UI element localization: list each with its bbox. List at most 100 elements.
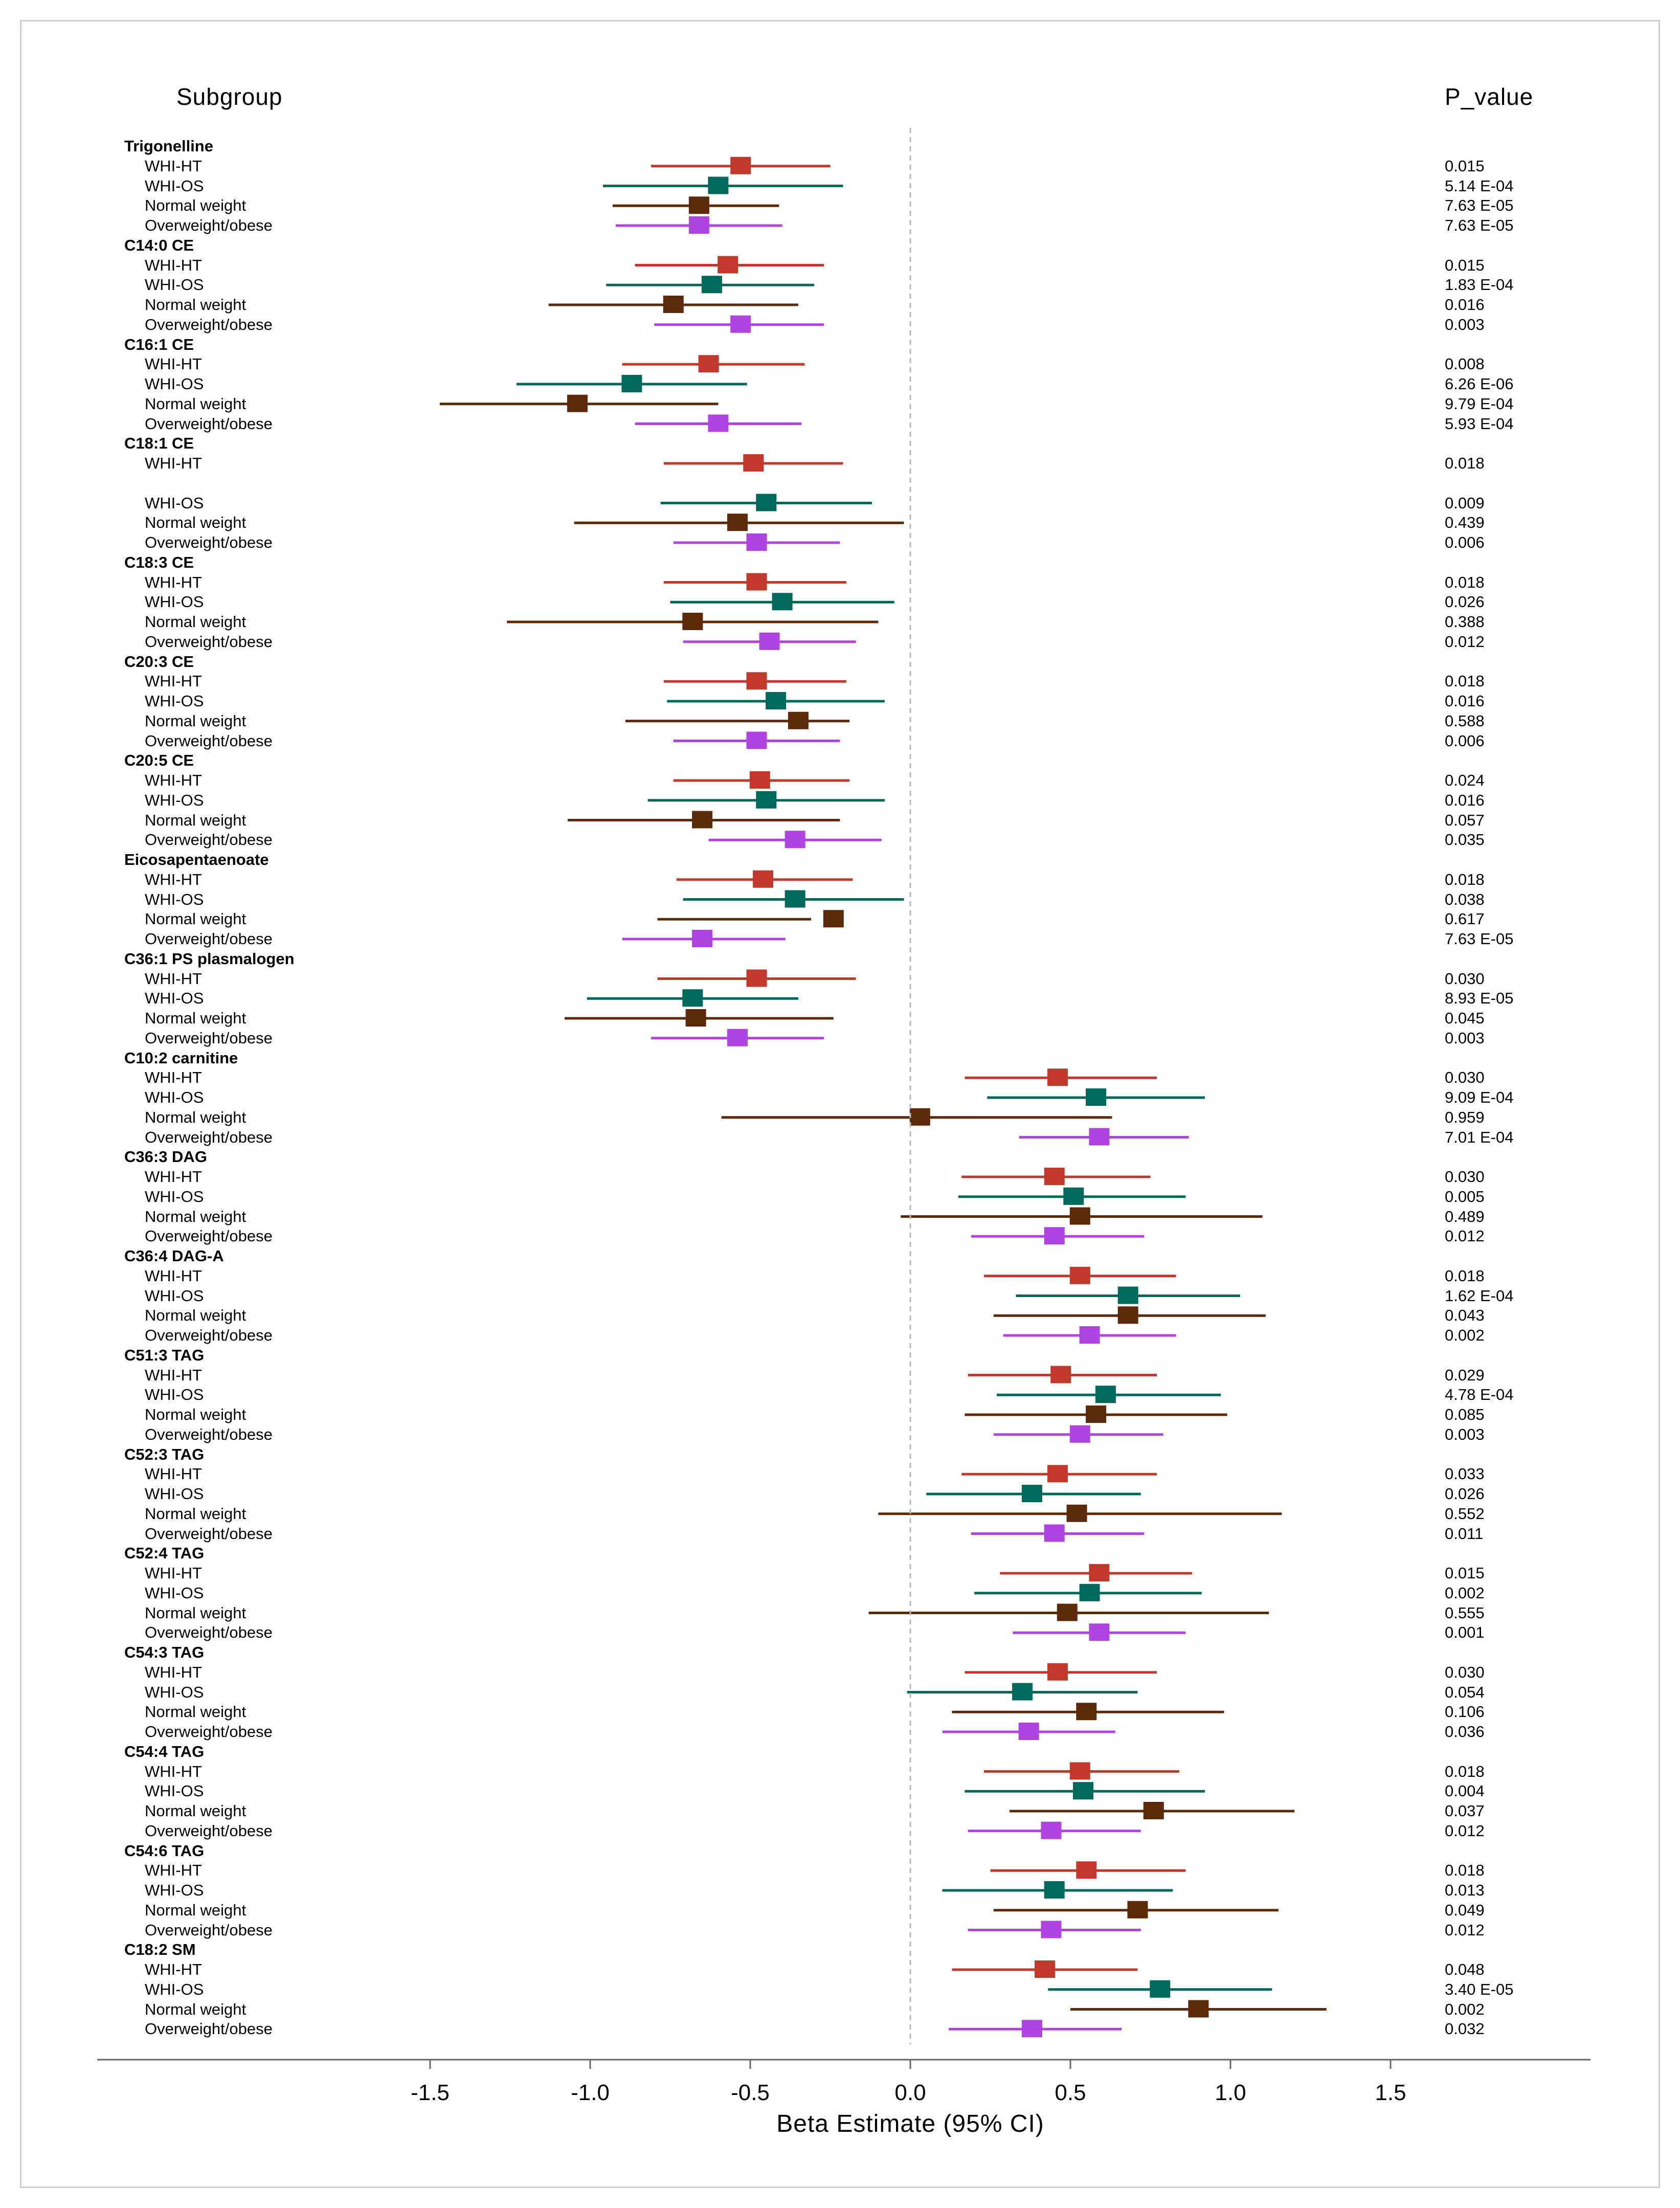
estimate-marker xyxy=(749,771,770,789)
subgroup-label: Overweight/obese xyxy=(145,315,273,333)
group-label: C36:1 PS plasmalogen xyxy=(124,949,295,968)
estimate-marker xyxy=(692,811,713,829)
subgroup-label: WHI-HT xyxy=(145,969,202,988)
subgroup-label: WHI-OS xyxy=(145,1187,204,1206)
estimate-marker xyxy=(688,196,709,214)
estimate-marker xyxy=(785,831,805,849)
estimate-marker xyxy=(1089,1128,1110,1146)
p-value: 0.015 xyxy=(1445,1564,1485,1582)
estimate-marker xyxy=(685,1009,706,1027)
p-value: 0.439 xyxy=(1445,514,1485,532)
p-value: 0.008 xyxy=(1445,355,1485,373)
estimate-marker xyxy=(759,632,780,650)
estimate-marker xyxy=(1050,1366,1071,1384)
p-value: 0.012 xyxy=(1445,1821,1485,1840)
p-value: 0.035 xyxy=(1445,831,1485,849)
estimate-marker xyxy=(1044,1881,1065,1899)
subgroup-label: Normal weight xyxy=(145,1406,247,1423)
p-value: 5.14 E-04 xyxy=(1445,176,1514,195)
subgroup-label: Overweight/obese xyxy=(145,1524,273,1543)
estimate-marker xyxy=(1188,2000,1209,2018)
subgroup-label: WHI-HT xyxy=(145,355,202,373)
subgroup-label: WHI-HT xyxy=(145,1663,202,1681)
group-label: C54:6 TAG xyxy=(124,1841,205,1860)
p-value: 0.036 xyxy=(1445,1723,1485,1741)
subgroup-label: Normal weight xyxy=(145,1901,247,1919)
estimate-marker xyxy=(682,989,703,1007)
subgroup-label: Normal weight xyxy=(145,1009,247,1027)
estimate-marker xyxy=(1095,1386,1116,1403)
group-label: Eicosapentaenoate xyxy=(124,851,269,868)
subgroup-label: WHI-OS xyxy=(145,1386,204,1404)
group-label: C20:3 CE xyxy=(124,652,194,671)
estimate-marker xyxy=(682,613,703,630)
p-value: 0.043 xyxy=(1445,1306,1485,1325)
p-value: 0.016 xyxy=(1445,296,1485,314)
subgroup-label: WHI-HT xyxy=(145,1960,202,1978)
subgroup-label: Overweight/obese xyxy=(145,831,273,849)
p-value: 1.83 E-04 xyxy=(1445,276,1514,294)
subgroup-label: WHI-HT xyxy=(145,1861,202,1880)
estimate-marker xyxy=(730,315,751,333)
estimate-marker xyxy=(1057,1603,1078,1621)
estimate-marker xyxy=(1021,2020,1042,2038)
p-value: 0.552 xyxy=(1445,1504,1485,1523)
estimate-marker xyxy=(1127,1901,1148,1919)
estimate-marker xyxy=(1086,1406,1107,1423)
estimate-marker xyxy=(1117,1306,1138,1324)
subgroup-label: Overweight/obese xyxy=(145,1029,273,1047)
p-value: 0.489 xyxy=(1445,1207,1485,1225)
group-label: C18:2 SM xyxy=(124,1941,196,1959)
subgroup-label: WHI-OS xyxy=(145,375,204,393)
p-value: 3.40 E-05 xyxy=(1445,1980,1514,1998)
p-value: 0.016 xyxy=(1445,692,1485,710)
x-tick-label: -1.5 xyxy=(411,2080,450,2105)
subgroup-label: WHI-HT xyxy=(145,256,202,274)
estimate-marker xyxy=(1079,1326,1100,1344)
estimate-marker xyxy=(1044,1168,1065,1185)
p-value: 0.617 xyxy=(1445,910,1485,928)
group-label: C18:1 CE xyxy=(124,434,194,453)
estimate-marker xyxy=(1041,1921,1062,1938)
subgroup-label: WHI-OS xyxy=(145,989,204,1008)
estimate-marker xyxy=(727,514,748,531)
estimate-marker xyxy=(1041,1821,1062,1839)
subgroup-label: WHI-OS xyxy=(145,692,204,710)
subgroup-label: Overweight/obese xyxy=(145,930,273,948)
p-value: 0.001 xyxy=(1445,1623,1485,1642)
p-value: 7.63 E-05 xyxy=(1445,216,1514,234)
estimate-marker xyxy=(708,414,729,432)
estimate-marker xyxy=(1069,1425,1090,1443)
x-tick-label: 0.5 xyxy=(1055,2080,1086,2105)
subgroup-label: Normal weight xyxy=(145,196,247,215)
x-tick-label: 1.0 xyxy=(1215,2080,1246,2105)
estimate-marker xyxy=(756,494,777,511)
x-axis-label: Beta Estimate (95% CI) xyxy=(776,2110,1044,2137)
estimate-marker xyxy=(743,454,764,472)
subgroup-label: WHI-HT xyxy=(145,1465,202,1483)
x-tick-label: -0.5 xyxy=(731,2080,770,2105)
group-label: C14:0 CE xyxy=(124,236,194,254)
p-value: 0.029 xyxy=(1445,1366,1485,1384)
p-value: 0.018 xyxy=(1445,672,1485,690)
estimate-marker xyxy=(1069,1207,1090,1225)
estimate-marker xyxy=(1069,1762,1090,1780)
p-value: 0.018 xyxy=(1445,1861,1485,1880)
estimate-marker xyxy=(1079,1583,1100,1601)
p-value: 4.78 E-04 xyxy=(1445,1386,1514,1404)
group-label: C20:5 CE xyxy=(124,751,194,770)
subgroup-label: WHI-OS xyxy=(145,1583,204,1602)
subgroup-label: Normal weight xyxy=(145,711,247,730)
estimate-marker xyxy=(692,930,713,947)
estimate-marker xyxy=(766,692,787,709)
p-value: 0.045 xyxy=(1445,1009,1485,1027)
p-value: 0.006 xyxy=(1445,731,1485,750)
subgroup-label: Normal weight xyxy=(145,394,247,413)
estimate-marker xyxy=(1089,1623,1110,1641)
estimate-marker xyxy=(1076,1861,1097,1879)
p-value: 0.038 xyxy=(1445,890,1485,908)
subgroup-label: Normal weight xyxy=(145,1306,247,1325)
estimate-marker xyxy=(772,593,793,611)
estimate-marker xyxy=(1047,1663,1068,1681)
